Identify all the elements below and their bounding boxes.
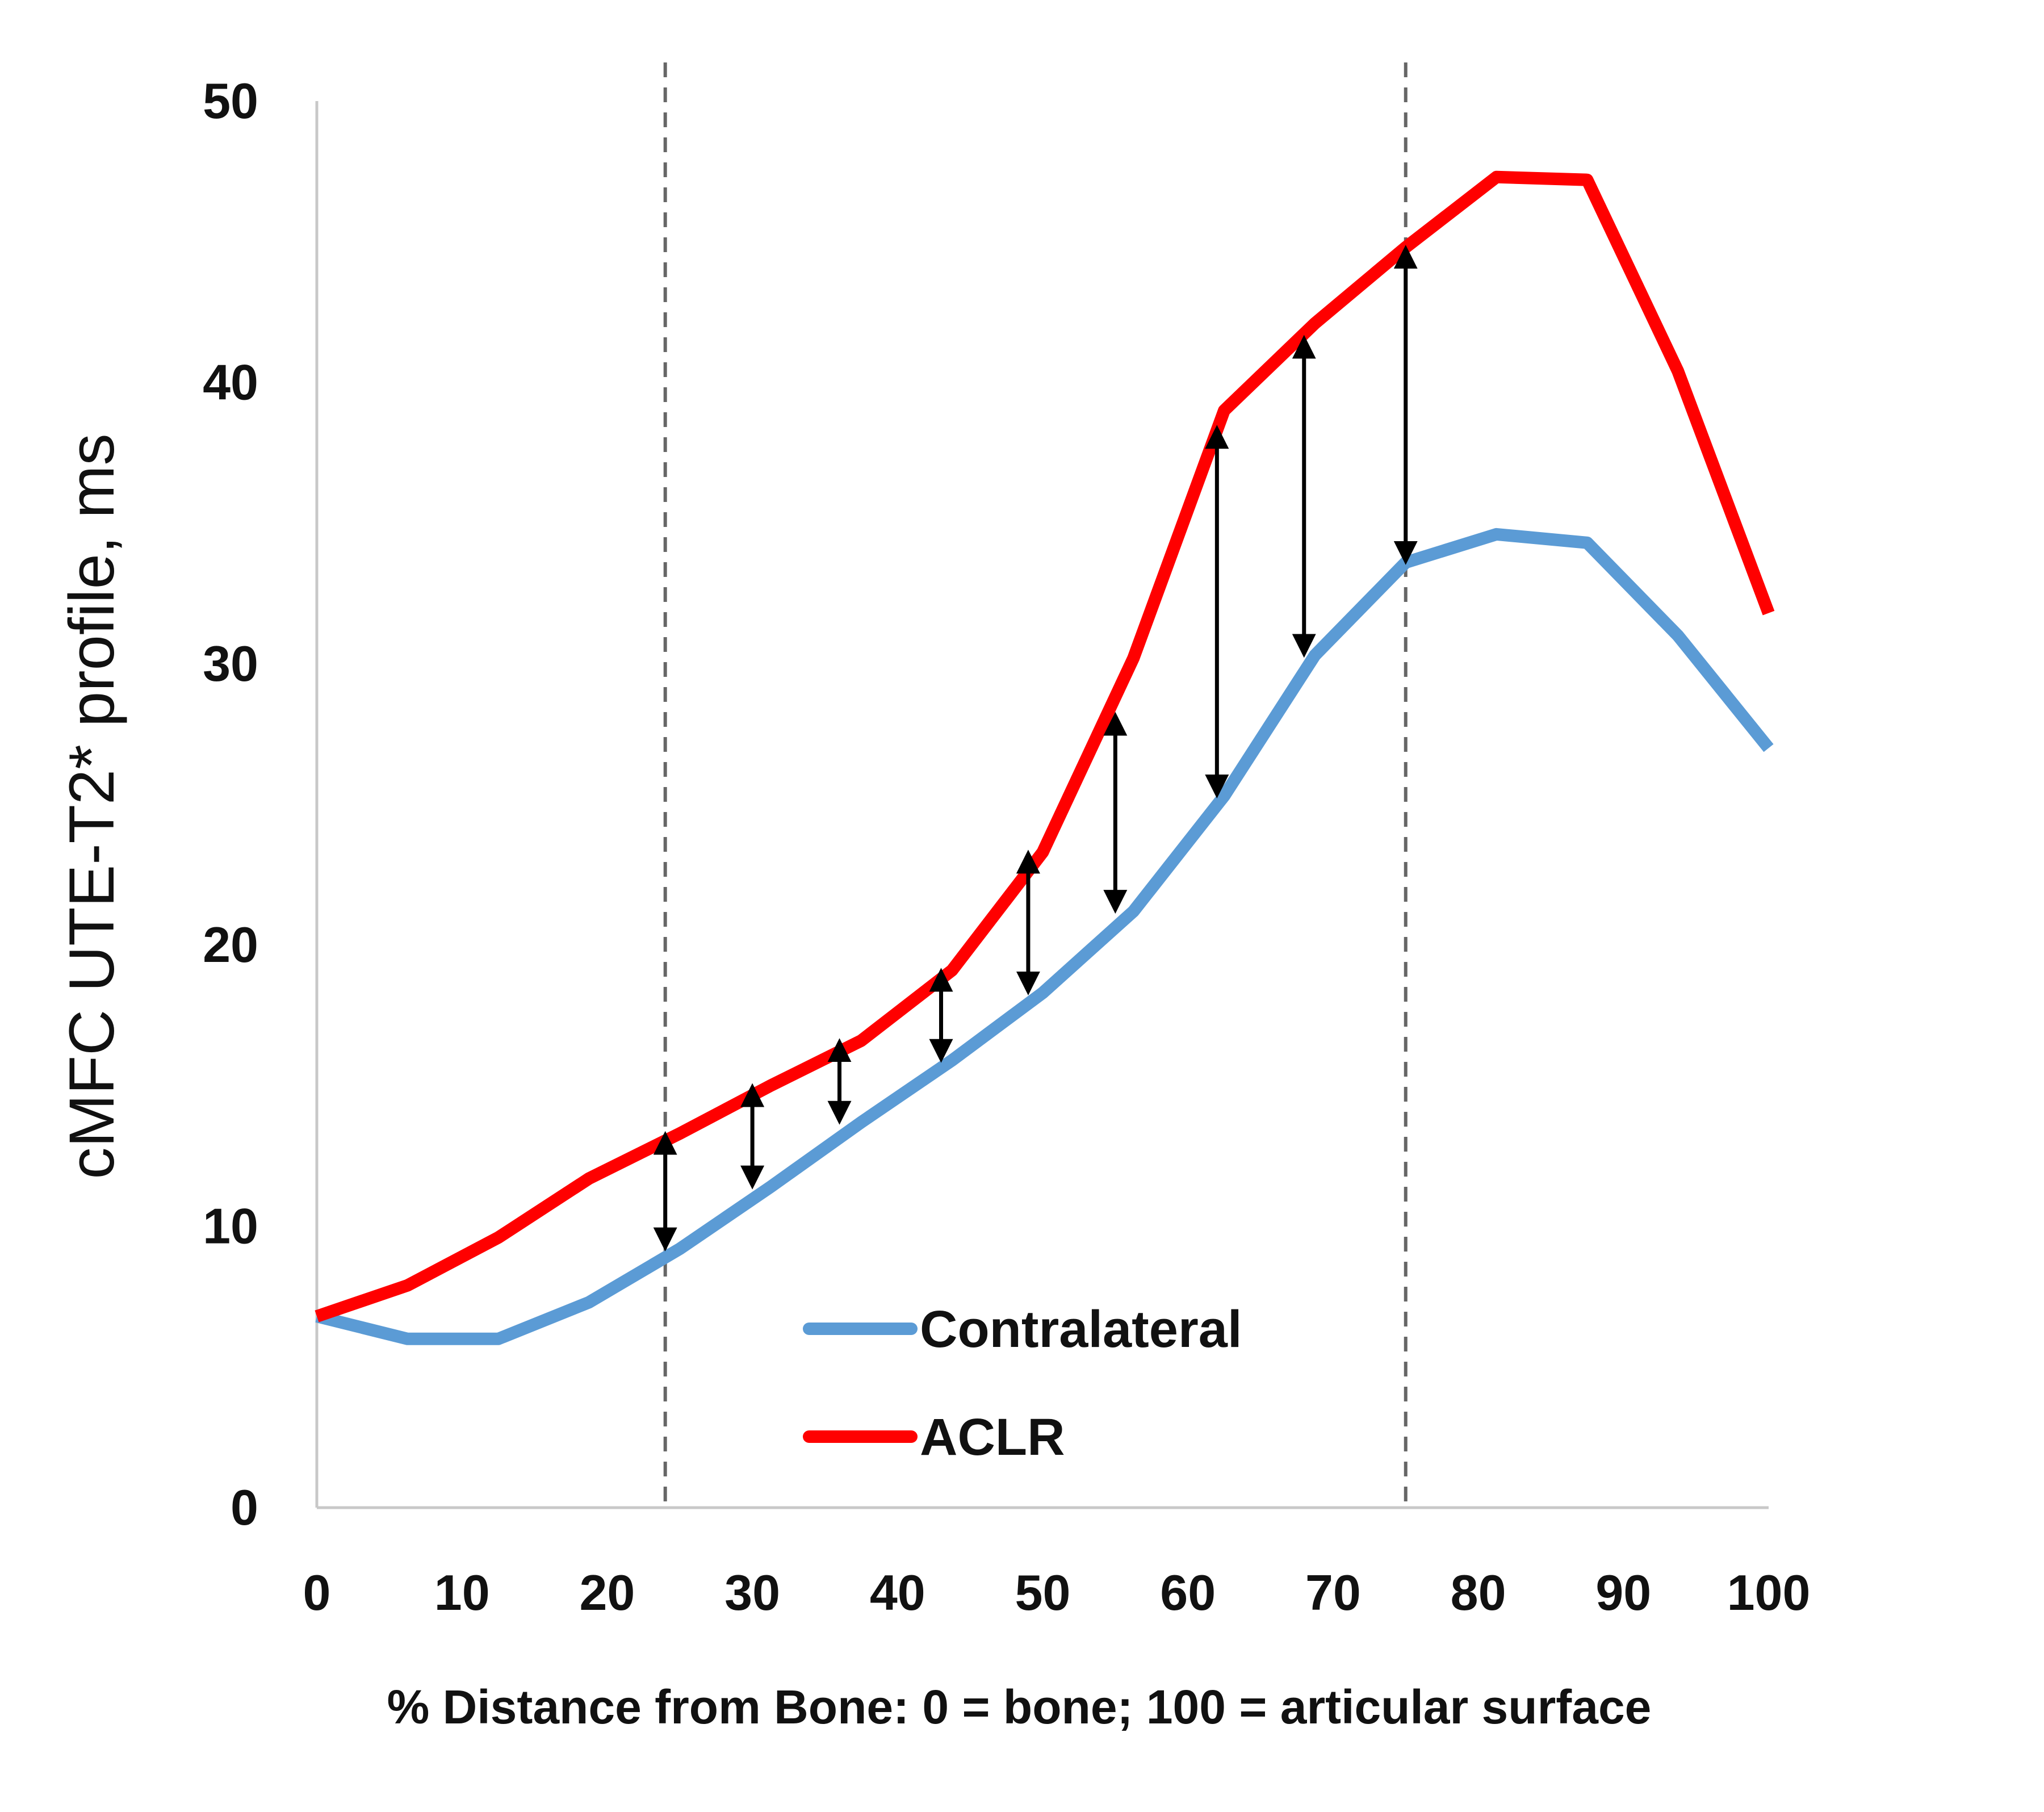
y-axis-title: cMFC UTE-T2* profile, ms bbox=[56, 434, 127, 1179]
x-tick-label: 90 bbox=[1595, 1564, 1651, 1621]
y-tick-label: 40 bbox=[203, 354, 258, 410]
x-tick-label: 10 bbox=[434, 1564, 490, 1621]
axes bbox=[315, 101, 1769, 1509]
x-tick-label: 70 bbox=[1305, 1564, 1361, 1621]
series-line-aclr bbox=[315, 170, 1775, 1323]
series-layer bbox=[315, 170, 1775, 1345]
x-tick-label: 80 bbox=[1451, 1564, 1506, 1621]
legend-label-contralateral: Contralateral bbox=[920, 1300, 1242, 1358]
difference-arrows bbox=[653, 245, 1418, 1252]
x-tick-label: 0 bbox=[303, 1564, 331, 1621]
y-tick-label: 50 bbox=[203, 73, 258, 129]
x-tick-label: 30 bbox=[724, 1564, 780, 1621]
reference-lines bbox=[663, 62, 1408, 1508]
x-tick-label: 40 bbox=[870, 1564, 925, 1621]
x-tick-label: 100 bbox=[1727, 1564, 1811, 1621]
series-line-contralateral bbox=[315, 528, 1774, 1345]
x-tick-label: 20 bbox=[579, 1564, 635, 1621]
y-tick-label: 30 bbox=[203, 635, 258, 692]
y-tick-label: 0 bbox=[231, 1479, 258, 1535]
y-tick-label: 20 bbox=[203, 917, 258, 973]
legend-label-aclr: ACLR bbox=[920, 1408, 1065, 1466]
x-tick-label: 60 bbox=[1160, 1564, 1216, 1621]
x-tick-labels: 0 10 20 30 40 50 60 70 80 90 100 bbox=[303, 1564, 1811, 1621]
y-tick-label: 10 bbox=[203, 1198, 258, 1254]
y-tick-labels: 0 10 20 30 40 50 bbox=[203, 73, 258, 1535]
legend: Contralateral ACLR bbox=[803, 1300, 1242, 1466]
x-axis-title: % Distance from Bone: 0 = bone; 100 = ar… bbox=[387, 1680, 1652, 1734]
x-tick-label: 50 bbox=[1015, 1564, 1071, 1621]
